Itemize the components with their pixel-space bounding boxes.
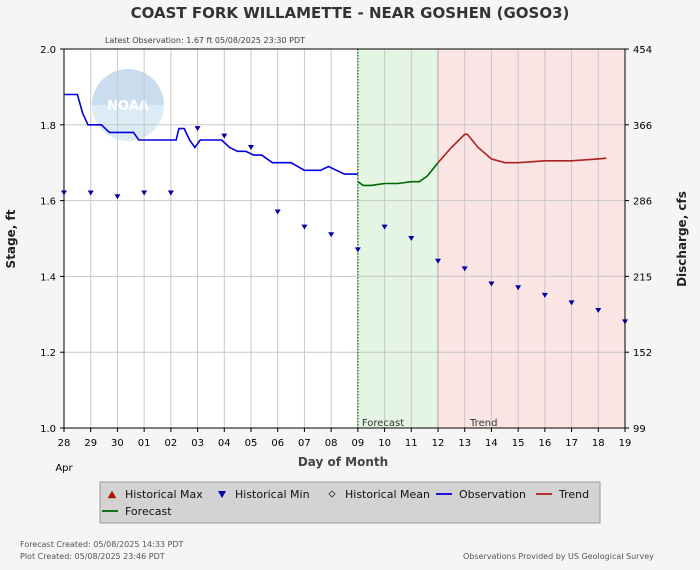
- chart-subtitle: Latest Observation: 1.67 ft 05/08/2025 2…: [105, 36, 305, 45]
- y2-tick-label: 286: [633, 197, 652, 208]
- historical-min-marker: [248, 145, 254, 151]
- legend-box: [99, 481, 601, 524]
- historical-min-marker: [354, 247, 361, 253]
- y-tick-label: 1.0: [40, 424, 56, 435]
- legend-label: Observation: [459, 488, 526, 501]
- y2-axis-label: Discharge, cfs: [675, 191, 689, 287]
- historical-min-marker: [194, 126, 201, 132]
- region-forecast: [357, 49, 438, 428]
- historical-min-marker: [568, 300, 575, 306]
- legend-label: Historical Mean: [345, 488, 430, 501]
- y-tick-label: 1.6: [40, 197, 56, 208]
- x-tick-label: 11: [405, 438, 418, 449]
- historical-min-marker: [488, 281, 495, 287]
- legend-label: Historical Min: [235, 488, 310, 501]
- historical-min-marker: [167, 190, 174, 196]
- y2-tick-label: 99: [633, 424, 646, 435]
- forecast-created-text: Forecast Created: 05/08/2025 14:33 PDT: [20, 540, 184, 549]
- y-tick-label: 1.8: [40, 121, 56, 132]
- region-label-forecast: Forecast: [362, 418, 404, 429]
- x-tick-label: 29: [84, 438, 97, 449]
- x-tick-label: 15: [512, 438, 525, 449]
- x-tick-label: 18: [592, 438, 605, 449]
- x-tick-label: 14: [485, 438, 498, 449]
- noaa-logo-text: NOAA: [107, 99, 149, 114]
- x-tick-label: 19: [619, 438, 632, 449]
- legend-label: Forecast: [125, 505, 172, 518]
- historical-min-marker: [221, 133, 228, 139]
- noaa-logo-upper: [92, 69, 164, 105]
- x-tick-label: 07: [298, 438, 311, 449]
- historical-min-marker: [381, 224, 388, 230]
- y2-tick-label: 454: [633, 45, 652, 56]
- x-tick-label: 01: [138, 438, 151, 449]
- historical-min-marker: [515, 285, 522, 291]
- x-tick-label: 17: [565, 438, 578, 449]
- x-tick-label: 16: [538, 438, 551, 449]
- series-observation: [64, 93, 358, 175]
- historical-min-marker: [408, 236, 415, 241]
- y2-tick-label: 152: [633, 348, 652, 359]
- x-tick-label: 05: [245, 438, 258, 449]
- x-tick-label: 13: [458, 438, 471, 449]
- y-tick-label: 1.4: [40, 272, 56, 283]
- historical-min-marker: [328, 232, 335, 238]
- x-tick-label: 09: [351, 438, 364, 449]
- series-forecast: [357, 162, 439, 187]
- y-axis-label: Stage, ft: [4, 209, 18, 268]
- y-tick-label: 2.0: [40, 45, 56, 56]
- legend-marker-historical-max: [107, 490, 117, 499]
- series-trend: [437, 133, 607, 164]
- historical-min-marker: [435, 258, 441, 264]
- x-tick-label: 06: [271, 438, 284, 449]
- x-tick-label: 30: [111, 438, 124, 449]
- y-tick-label: 1.2: [40, 348, 56, 359]
- x-tick-label: 10: [378, 438, 391, 449]
- historical-min-marker: [141, 190, 148, 196]
- region-trend: [438, 49, 625, 428]
- legend-label: Trend: [558, 488, 589, 501]
- x-axis-label: Day of Month: [298, 455, 388, 469]
- historical-min-marker: [301, 224, 308, 230]
- x-tick-label: 28: [58, 438, 71, 449]
- historical-min-marker: [595, 308, 602, 314]
- plot-border: [63, 48, 626, 429]
- y2-tick-label: 366: [633, 121, 652, 132]
- chart-title: COAST FORK WILLAMETTE - NEAR GOSHEN (GOS…: [131, 4, 570, 22]
- historical-min-marker: [461, 266, 468, 272]
- x-tick-label: 03: [191, 438, 204, 449]
- x-tick-label: 04: [218, 438, 231, 449]
- legend-label: Historical Max: [125, 488, 203, 501]
- plot-created-text: Plot Created: 05/08/2025 23:46 PDT: [20, 552, 165, 561]
- historical-min-marker: [87, 190, 94, 196]
- historical-min-marker: [274, 209, 281, 215]
- historical-min-marker: [114, 194, 121, 200]
- legend-marker-historical-min: [218, 491, 226, 498]
- credit-text: Observations Provided by US Geological S…: [463, 552, 654, 561]
- legend-marker-historical-mean: [328, 490, 336, 498]
- x-month-label: Apr: [55, 463, 73, 474]
- historical-min-marker: [541, 292, 548, 298]
- x-tick-label: 08: [325, 438, 338, 449]
- x-tick-label: 12: [432, 438, 445, 449]
- region-label-trend: Trend: [469, 418, 497, 429]
- y2-tick-label: 215: [633, 272, 652, 283]
- x-tick-label: 02: [164, 438, 177, 449]
